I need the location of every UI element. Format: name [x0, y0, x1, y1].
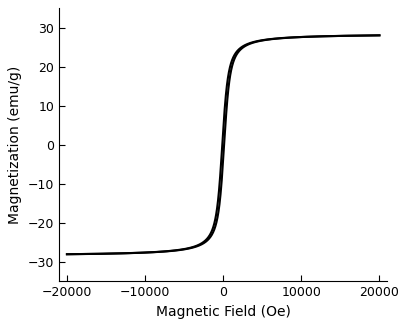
X-axis label: Magnetic Field (Oe): Magnetic Field (Oe): [156, 305, 290, 319]
Y-axis label: Magnetization (emu/g): Magnetization (emu/g): [8, 66, 22, 224]
